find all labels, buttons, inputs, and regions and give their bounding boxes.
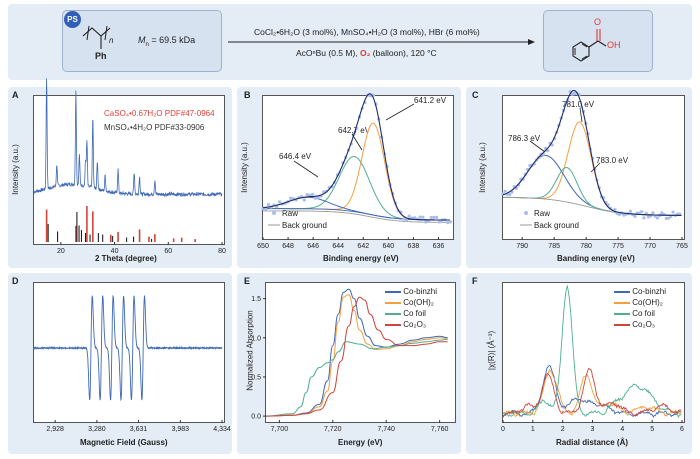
panel-letter-D: D bbox=[12, 276, 19, 286]
B-legend-raw: Raw bbox=[282, 209, 299, 218]
F-legend-label-2: Co foil bbox=[632, 309, 655, 318]
plot-C bbox=[502, 95, 685, 240]
F-legend-label-3: Co₂O₃ bbox=[632, 320, 656, 329]
C-legend-bg: Back ground bbox=[534, 221, 579, 230]
F-legend-item-1: Co(OH)₂ bbox=[614, 297, 666, 308]
mn-label: Mn = 69.5 kDa bbox=[138, 35, 195, 48]
F-legend: Co-binzhi Co(OH)₂ Co foil Co₂O₃ bbox=[614, 286, 666, 330]
product-o: O bbox=[594, 17, 602, 27]
conditions-balloon: (balloon), 120 °C bbox=[370, 48, 437, 58]
F-legend-item-3: Co₂O₃ bbox=[614, 319, 666, 330]
F-legend-label-0: Co-binzhi bbox=[632, 287, 667, 296]
F-legend-item-2: Co foil bbox=[614, 308, 666, 319]
A-xlabel: 2 Theta (degree) bbox=[95, 254, 157, 263]
B-peak-label-2: 642.7 eV bbox=[338, 126, 371, 135]
F-ylabel: |χ(R)| (Å⁻³) bbox=[487, 330, 497, 371]
ph-label: Ph bbox=[95, 51, 107, 61]
E-legend-item-0: Co-binzhi bbox=[385, 286, 437, 297]
F-xlabel: Radial distance (Å) bbox=[556, 438, 629, 447]
mn-m: M bbox=[138, 35, 146, 45]
F-legend-label-1: Co(OH)₂ bbox=[632, 298, 663, 307]
conditions-top: CoCl₂•6H₂O (3 mol%), MnSO₄•H₂O (3 mol%),… bbox=[254, 27, 480, 37]
B-ylabel: Intensity (a.u.) bbox=[239, 142, 249, 193]
product-oh: OH bbox=[607, 40, 621, 50]
D-xlabel: Magnetic Field (Gauss) bbox=[80, 438, 168, 447]
F-legend-item-0: Co-binzhi bbox=[614, 286, 666, 297]
mn-sub: n bbox=[145, 41, 149, 48]
A-legend-red: CaSO₄•0.67H₂O PDF#47-0964 bbox=[104, 109, 215, 118]
C-peak-label-1: 781.0 eV bbox=[562, 100, 595, 109]
B-peak-label-1: 641.2 eV bbox=[414, 96, 447, 105]
C-ylabel: Intensity (a.u.) bbox=[477, 142, 487, 193]
E-legend-label-0: Co-binzhi bbox=[403, 287, 438, 296]
reactant-box bbox=[62, 10, 222, 72]
C-peak-label-2: 786.3 eV bbox=[508, 134, 541, 143]
ps-badge: PS bbox=[64, 11, 81, 28]
C-legend-raw: Raw bbox=[534, 209, 551, 218]
E-legend-item-1: Co(OH)₂ bbox=[385, 297, 437, 308]
mn-value: = 69.5 kDa bbox=[151, 35, 196, 45]
E-ylabel: Normalized Absorption bbox=[245, 310, 255, 391]
panel-letter-A: A bbox=[12, 90, 19, 100]
B-peak-label-3: 646.4 eV bbox=[279, 152, 312, 161]
E-legend-label-2: Co foil bbox=[403, 309, 426, 318]
panel-letter-B: B bbox=[244, 90, 251, 100]
A-legend-black: MnSO₄•4H₂O PDF#33-0906 bbox=[104, 123, 205, 132]
E-legend-label-1: Co(OH)₂ bbox=[403, 298, 434, 307]
plot-B bbox=[262, 95, 454, 240]
E-legend-item-2: Co foil bbox=[385, 308, 437, 319]
B-xlabel: Binding energy (eV) bbox=[323, 254, 399, 263]
conditions-solvent: AcOⁿBu (0.5 M), bbox=[296, 48, 361, 58]
E-legend-label-3: Co₂O₃ bbox=[403, 320, 427, 329]
conditions-bottom: AcOⁿBu (0.5 M), O₂ (balloon), 120 °C bbox=[296, 48, 437, 58]
panel-letter-E: E bbox=[244, 276, 251, 286]
C-peak-label-3: 783.0 eV bbox=[596, 156, 629, 165]
C-xlabel: Banding energy (eV) bbox=[557, 254, 635, 263]
panel-letter-F: F bbox=[472, 276, 478, 286]
E-legend: Co-binzhi Co(OH)₂ Co foil Co₂O₃ bbox=[385, 286, 437, 330]
E-legend-item-3: Co₂O₃ bbox=[385, 319, 437, 330]
B-legend-bg: Back ground bbox=[282, 221, 327, 230]
repeat-n: n bbox=[109, 36, 114, 45]
conditions-o2: O₂ bbox=[360, 48, 371, 58]
E-xlabel: Energy (eV) bbox=[338, 438, 383, 447]
A-ylabel: Intensity (a.u.) bbox=[10, 144, 20, 195]
plot-D bbox=[33, 282, 225, 423]
panel-letter-C: C bbox=[472, 90, 479, 100]
